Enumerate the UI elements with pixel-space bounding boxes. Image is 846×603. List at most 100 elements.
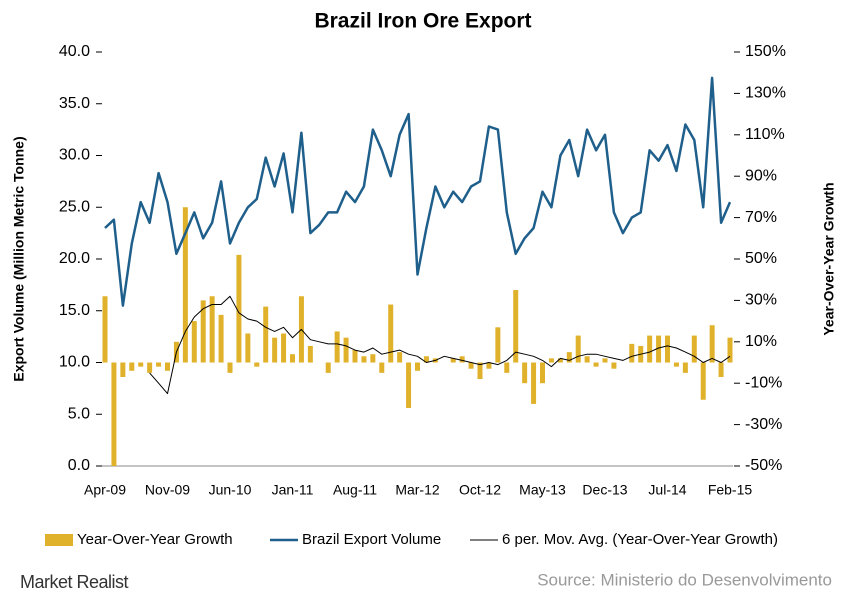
bar	[182, 207, 188, 363]
y-tick-label: 30.0	[59, 147, 90, 164]
x-tick-label: Apr-09	[84, 482, 126, 498]
y-tick-label: 5.0	[68, 405, 90, 422]
y2-tick-label: 30%	[745, 292, 777, 309]
bar	[468, 362, 474, 369]
y2-tick-label: 90%	[745, 167, 777, 184]
bar	[415, 362, 420, 371]
bar	[388, 304, 394, 363]
legend-swatch	[45, 534, 73, 546]
bar	[548, 358, 554, 363]
bar	[691, 335, 697, 363]
bar	[352, 350, 358, 363]
line	[149, 295, 731, 395]
y2-tick-label: 150%	[745, 43, 786, 60]
bar	[700, 362, 706, 400]
legend-label: Brazil Export Volume	[302, 531, 441, 548]
bar	[227, 362, 233, 373]
y2-tick-label: 130%	[745, 85, 786, 102]
bar	[156, 362, 162, 367]
bar	[718, 362, 724, 377]
y2-tick-label: 10%	[745, 333, 777, 350]
y2-tick-label: -30%	[745, 416, 782, 433]
legend-label: Year-Over-Year Growth	[77, 531, 233, 548]
bar	[673, 362, 679, 367]
bar	[593, 362, 599, 367]
bar	[281, 333, 287, 363]
bar	[602, 358, 608, 363]
bar	[522, 362, 528, 384]
bar	[665, 335, 670, 363]
bar	[531, 362, 537, 404]
bar	[477, 362, 483, 380]
bar	[370, 354, 376, 363]
x-tick-label: Nov-09	[145, 482, 190, 498]
bar	[209, 296, 215, 363]
bar	[495, 327, 501, 363]
bar	[138, 362, 144, 367]
bar	[334, 331, 340, 363]
chart-title: Brazil Iron Ore Export	[314, 10, 531, 33]
bar	[423, 356, 429, 363]
y-tick-label: 35.0	[59, 95, 90, 112]
bar	[513, 290, 519, 363]
y2-tick-label: 50%	[745, 250, 777, 267]
y-tick-label: 15.0	[59, 302, 90, 319]
x-tick-label: Oct-12	[459, 482, 501, 498]
brand: Market Realist	[20, 572, 129, 592]
bar	[245, 333, 251, 363]
y-axis-label: Export Volume (Million Metric Tonne)	[11, 136, 27, 381]
x-tick-label: Feb-15	[708, 482, 753, 498]
bar	[450, 358, 456, 363]
bar	[129, 362, 135, 371]
bar	[656, 335, 662, 363]
y2-tick-label: -10%	[745, 374, 782, 391]
bar	[486, 362, 492, 369]
bar	[120, 362, 126, 377]
bar	[504, 362, 510, 373]
bar	[254, 362, 260, 367]
bar	[557, 358, 563, 363]
bar	[191, 321, 197, 363]
x-tick-label: May-13	[519, 482, 566, 498]
bar	[290, 354, 295, 363]
bar	[397, 352, 403, 363]
x-tick-label: Jul-14	[648, 482, 686, 498]
y-tick-label: 10.0	[59, 354, 90, 371]
y-tick-label: 20.0	[59, 250, 90, 267]
y2-tick-label: 70%	[745, 209, 777, 226]
x-tick-label: Mar-12	[395, 482, 440, 498]
source: Source: Ministerio do Desenvolvimento	[537, 570, 832, 589]
x-tick-label: Jun-10	[209, 482, 252, 498]
y2-tick-label: -50%	[745, 457, 782, 474]
bar	[361, 356, 367, 363]
bar	[575, 335, 581, 363]
bar	[727, 337, 733, 363]
bar	[540, 362, 545, 384]
bar	[272, 337, 278, 363]
y2-tick-label: 110%	[745, 126, 785, 143]
bar	[459, 356, 465, 363]
y-tick-label: 25.0	[59, 198, 90, 215]
bar	[307, 345, 313, 363]
x-tick-label: Aug-11	[333, 482, 377, 498]
y-tick-label: 40.0	[59, 43, 90, 60]
bar	[325, 362, 331, 373]
bar	[218, 314, 224, 363]
bar	[647, 335, 653, 363]
bar	[629, 343, 635, 363]
bar	[709, 325, 715, 363]
legend-label: 6 per. Mov. Avg. (Year-Over-Year Growth)	[502, 531, 778, 548]
bar	[200, 300, 206, 363]
bar	[111, 362, 117, 466]
bar	[406, 362, 412, 409]
bar	[566, 352, 572, 363]
line	[104, 76, 732, 307]
bar	[379, 362, 385, 373]
bar	[584, 356, 590, 363]
bar	[343, 337, 349, 363]
y-tick-label: 0.0	[68, 457, 90, 474]
bar	[147, 362, 153, 373]
y2-axis-label: Year-Over-Year Growth	[821, 182, 837, 335]
x-tick-label: Dec-13	[582, 482, 627, 498]
